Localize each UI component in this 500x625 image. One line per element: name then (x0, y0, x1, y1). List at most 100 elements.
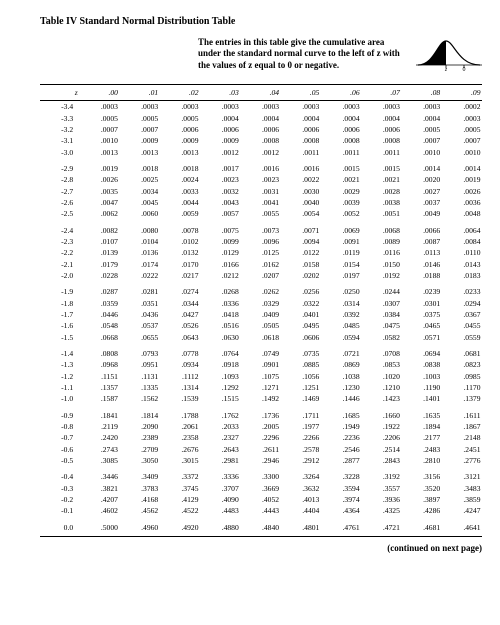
cell: .1357 (79, 382, 119, 393)
cell: .0192 (361, 270, 401, 281)
cell: .0026 (442, 185, 482, 196)
cell: .2546 (321, 444, 361, 455)
cell: .0446 (79, 309, 119, 320)
table-row: -0.8.2119.2090.2061.2033.2005.1977.1949.… (40, 421, 482, 432)
cell: .0256 (281, 281, 321, 297)
cell: .0013 (79, 147, 119, 158)
cell: .0028 (361, 185, 401, 196)
cell: .3264 (281, 466, 321, 482)
cell: .0015 (321, 158, 361, 174)
cell: .0455 (442, 320, 482, 331)
cell: -0.4 (40, 466, 79, 482)
cell: .0022 (281, 174, 321, 185)
cell: .2389 (119, 432, 159, 443)
cell: .1230 (321, 382, 361, 393)
cell: .0012 (200, 147, 240, 158)
cell: .3936 (361, 494, 401, 505)
cell: .4761 (321, 517, 361, 537)
cell: .3015 (160, 455, 200, 466)
cell: .0078 (160, 220, 200, 236)
cell: .0006 (160, 124, 200, 135)
cell: .1867 (442, 421, 482, 432)
cell: .0125 (240, 247, 280, 258)
cell: -3.2 (40, 124, 79, 135)
cell: .0089 (361, 236, 401, 247)
table-row: -1.7.0446.0436.0427.0418.0409.0401.0392.… (40, 309, 482, 320)
cell: .4286 (401, 505, 441, 516)
cell: .0099 (200, 236, 240, 247)
cell: .0281 (119, 281, 159, 297)
cell: .0119 (321, 247, 361, 258)
cell: .0043 (200, 197, 240, 208)
cell: .0062 (79, 208, 119, 219)
col-header: .01 (119, 85, 159, 101)
cell: .0025 (119, 174, 159, 185)
table-row: -3.0.0013.0013.0013.0012.0012.0011.0011.… (40, 147, 482, 158)
cell: .1977 (281, 421, 321, 432)
cell: .4207 (79, 494, 119, 505)
cell: .0010 (442, 147, 482, 158)
cell: .3192 (361, 466, 401, 482)
cell: .0132 (160, 247, 200, 258)
table-body: -3.4.0003.0003.0003.0003.0003.0003.0003.… (40, 101, 482, 537)
cell: .0307 (361, 297, 401, 308)
table-row: -0.7.2420.2389.2358.2327.2296.2266.2236.… (40, 432, 482, 443)
cell: .1469 (281, 393, 321, 404)
cell: .0006 (281, 124, 321, 135)
cell: .0838 (401, 359, 441, 370)
cell: .0014 (442, 158, 482, 174)
cell: .2810 (401, 455, 441, 466)
cell: .0222 (119, 270, 159, 281)
cell: .0094 (281, 236, 321, 247)
table-row: -2.2.0139.0136.0132.0129.0125.0122.0119.… (40, 247, 482, 258)
cell: .4364 (321, 505, 361, 516)
cell: .0057 (200, 208, 240, 219)
cell: .1075 (240, 371, 280, 382)
cell: .0217 (160, 270, 200, 281)
cell: .1038 (321, 371, 361, 382)
cell: .1539 (160, 393, 200, 404)
cell: .0749 (240, 343, 280, 359)
cell: .0071 (281, 220, 321, 236)
cell: .0066 (401, 220, 441, 236)
table-row: -1.4.0808.0793.0778.0764.0749.0735.0721.… (40, 343, 482, 359)
cell: .3300 (240, 466, 280, 482)
cell: -3.4 (40, 101, 79, 113)
cell: .0548 (79, 320, 119, 331)
cell: .1788 (160, 405, 200, 421)
cell: .1210 (361, 382, 401, 393)
cell: -1.2 (40, 371, 79, 382)
cell: .2643 (200, 444, 240, 455)
table-row: -0.5.3085.3050.3015.2981.2946.2912.2877.… (40, 455, 482, 466)
cell: .2676 (160, 444, 200, 455)
cell: .2514 (361, 444, 401, 455)
cell: .0012 (240, 147, 280, 158)
cell: .1635 (401, 405, 441, 421)
cell: .0007 (119, 124, 159, 135)
cell: .4404 (281, 505, 321, 516)
cell: .2296 (240, 432, 280, 443)
cell: .0274 (160, 281, 200, 297)
cell: .0060 (119, 208, 159, 219)
table-row: -2.9.0019.0018.0018.0017.0016.0016.0015.… (40, 158, 482, 174)
cell: .0068 (361, 220, 401, 236)
page: Table IV Standard Normal Distribution Ta… (0, 0, 500, 561)
col-header: .06 (321, 85, 361, 101)
cell: -0.3 (40, 483, 79, 494)
cell: .0262 (240, 281, 280, 297)
cell: .4247 (442, 505, 482, 516)
cell: .0010 (401, 147, 441, 158)
cell: .0869 (321, 359, 361, 370)
cell: .0030 (281, 185, 321, 196)
cell: .0054 (281, 208, 321, 219)
cell: .0526 (160, 320, 200, 331)
svg-text:0: 0 (463, 67, 466, 71)
cell: .1762 (200, 405, 240, 421)
cell: -3.3 (40, 112, 79, 123)
cell: .2578 (281, 444, 321, 455)
cell: .4840 (240, 517, 280, 537)
cell: .1894 (401, 421, 441, 432)
cell: .0655 (119, 332, 159, 343)
cell: .0004 (200, 112, 240, 123)
cell: .3632 (281, 483, 321, 494)
